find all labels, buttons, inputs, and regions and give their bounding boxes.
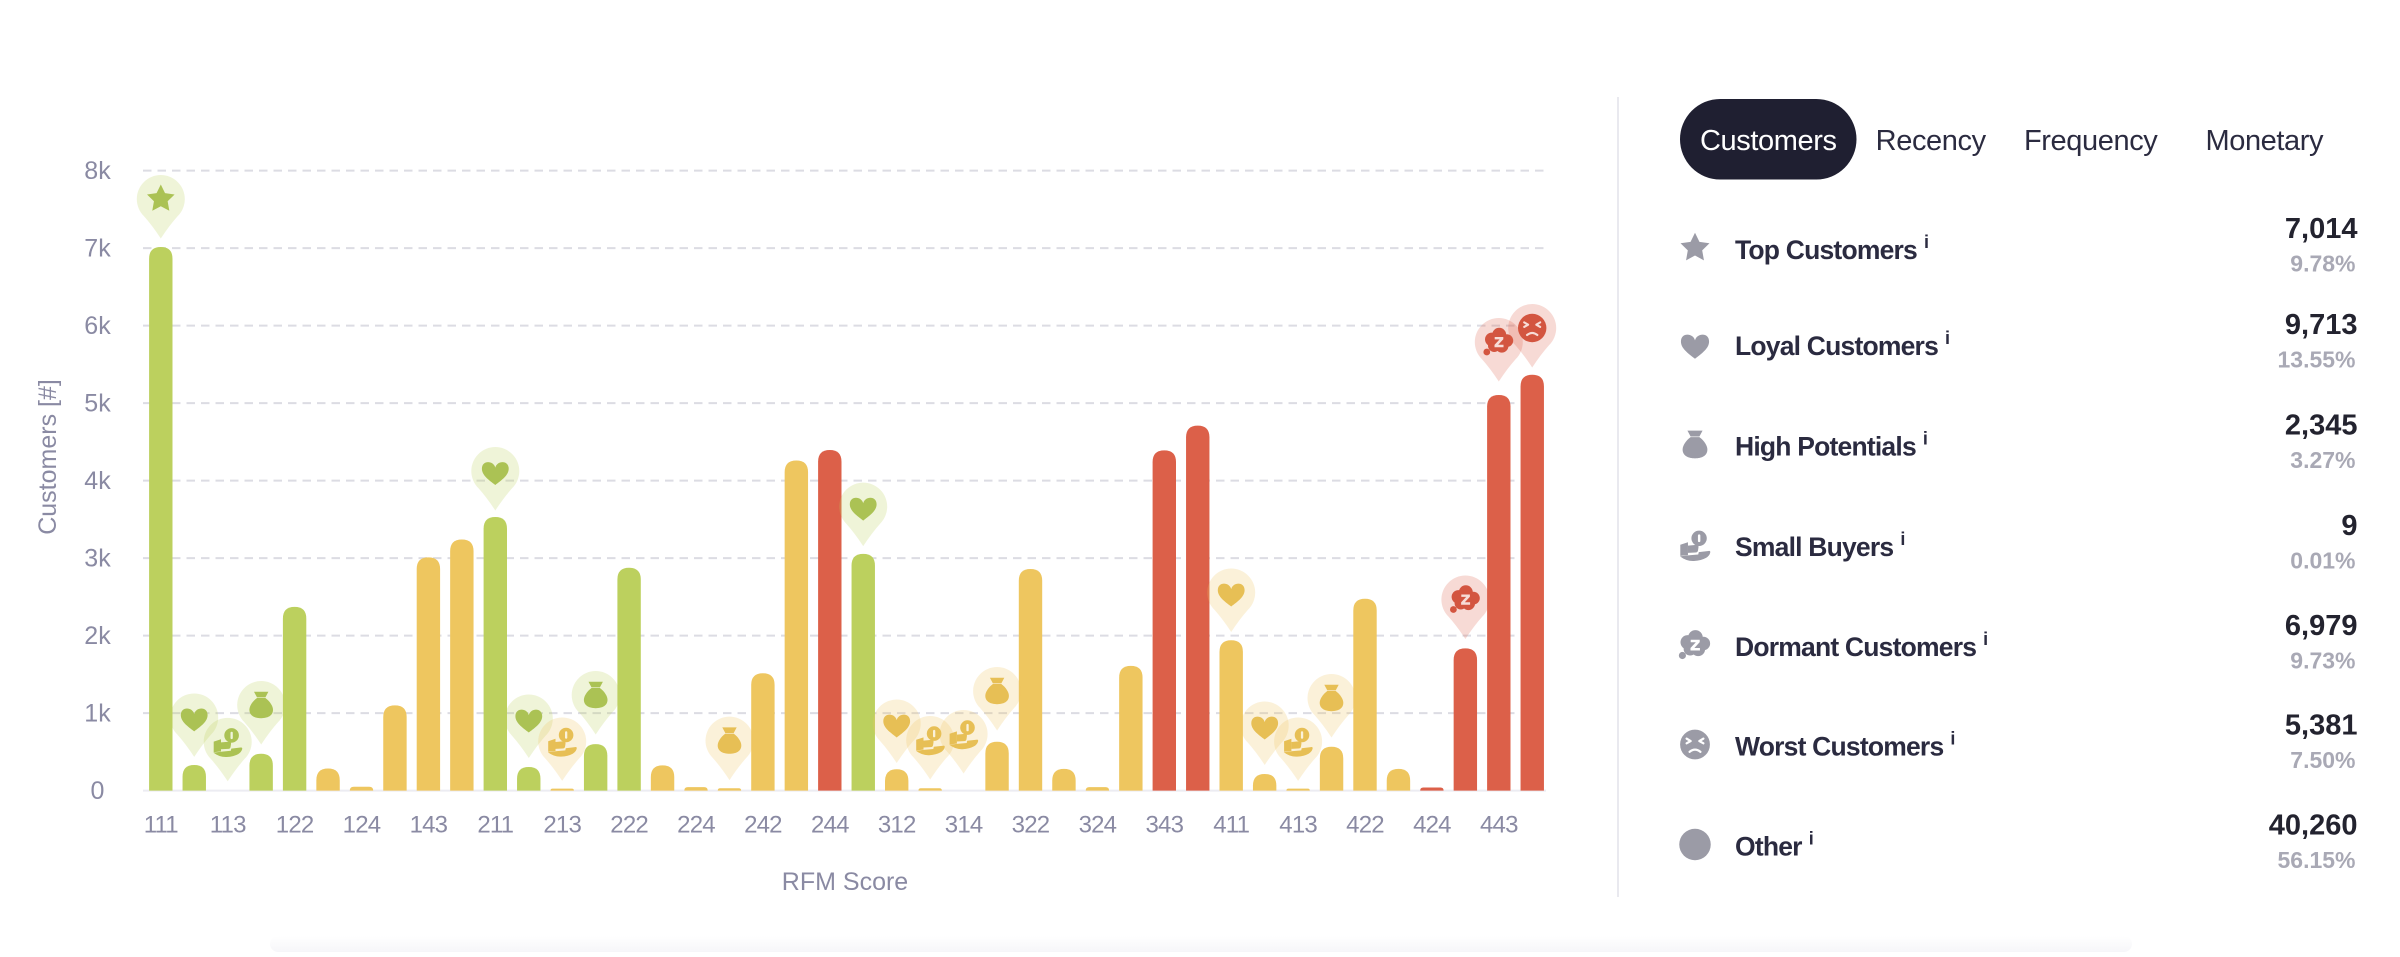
svg-text:7k: 7k bbox=[84, 235, 111, 263]
svg-text:443: 443 bbox=[1480, 812, 1518, 839]
svg-text:40,260: 40,260 bbox=[2269, 810, 2358, 842]
svg-text:9: 9 bbox=[2341, 510, 2357, 542]
svg-text:1k: 1k bbox=[84, 700, 111, 728]
svg-text:113: 113 bbox=[210, 812, 246, 839]
svg-text:242: 242 bbox=[744, 812, 782, 839]
svg-text:Monetary: Monetary bbox=[2205, 125, 2324, 157]
svg-text:224: 224 bbox=[677, 812, 715, 839]
svg-text:9.78%: 9.78% bbox=[2290, 251, 2355, 277]
svg-text:2k: 2k bbox=[84, 622, 111, 650]
svg-text:424: 424 bbox=[1413, 812, 1451, 839]
svg-text:Customers [#]: Customers [#] bbox=[34, 379, 62, 535]
svg-text:3.27%: 3.27% bbox=[2290, 447, 2355, 473]
svg-text:312: 312 bbox=[878, 812, 916, 839]
svg-text:Recency: Recency bbox=[1876, 125, 1987, 157]
svg-text:3k: 3k bbox=[84, 545, 111, 573]
svg-text:422: 422 bbox=[1346, 812, 1384, 839]
svg-text:6,979: 6,979 bbox=[2285, 610, 2358, 642]
svg-text:0: 0 bbox=[91, 777, 105, 805]
svg-text:13.55%: 13.55% bbox=[2277, 347, 2355, 373]
svg-text:56.15%: 56.15% bbox=[2277, 847, 2355, 873]
svg-text:9.73%: 9.73% bbox=[2290, 648, 2355, 674]
svg-text:122: 122 bbox=[276, 812, 314, 839]
svg-text:343: 343 bbox=[1145, 812, 1183, 839]
svg-text:5k: 5k bbox=[84, 390, 111, 418]
svg-text:322: 322 bbox=[1012, 812, 1050, 839]
svg-text:0.01%: 0.01% bbox=[2290, 548, 2355, 574]
svg-text:124: 124 bbox=[343, 812, 381, 839]
svg-text:213: 213 bbox=[543, 812, 581, 839]
svg-text:9,713: 9,713 bbox=[2285, 309, 2358, 341]
svg-text:4k: 4k bbox=[84, 467, 111, 495]
svg-text:Frequency: Frequency bbox=[2024, 125, 2158, 157]
svg-text:7.50%: 7.50% bbox=[2290, 747, 2355, 773]
svg-text:222: 222 bbox=[610, 812, 648, 839]
svg-text:5,381: 5,381 bbox=[2285, 710, 2358, 742]
svg-text:411: 411 bbox=[1213, 812, 1249, 839]
svg-text:314: 314 bbox=[945, 812, 983, 839]
svg-text:244: 244 bbox=[811, 812, 849, 839]
svg-text:143: 143 bbox=[410, 812, 448, 839]
svg-text:211: 211 bbox=[477, 812, 513, 839]
svg-text:324: 324 bbox=[1079, 812, 1117, 839]
svg-text:7,014: 7,014 bbox=[2285, 213, 2358, 245]
svg-text:Customers: Customers bbox=[1700, 125, 1837, 157]
svg-text:6k: 6k bbox=[84, 312, 111, 340]
svg-text:413: 413 bbox=[1279, 812, 1317, 839]
svg-text:RFM Score: RFM Score bbox=[782, 868, 908, 896]
svg-text:2,345: 2,345 bbox=[2285, 410, 2358, 442]
svg-text:8k: 8k bbox=[84, 157, 111, 185]
svg-text:111: 111 bbox=[144, 812, 179, 839]
